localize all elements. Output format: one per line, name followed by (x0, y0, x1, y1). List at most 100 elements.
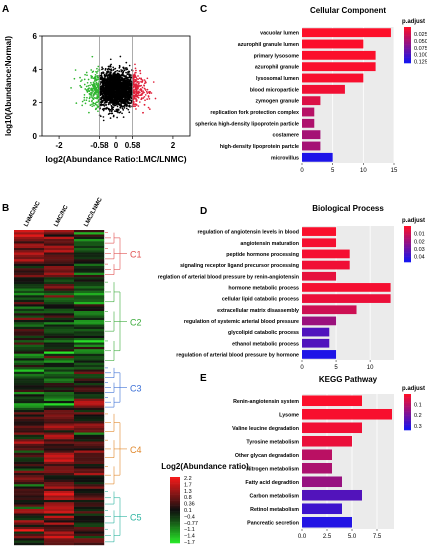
heatmap-cell (44, 491, 75, 494)
data-point (127, 76, 130, 79)
heatmap-cell (44, 288, 75, 291)
legend-swatch (404, 429, 411, 431)
panel-letter-e: E (200, 373, 207, 384)
data-point (90, 81, 92, 84)
heatmap-cell (44, 347, 75, 350)
heatmap-cell (14, 491, 45, 494)
data-point (74, 69, 77, 71)
legend-swatch (170, 484, 180, 487)
data-point (107, 113, 110, 115)
heatmap-cell (74, 380, 105, 384)
heatmap-cell (14, 288, 45, 291)
legend-swatch (170, 507, 180, 510)
legend-swatch (404, 253, 411, 255)
heatmap-cell (74, 423, 105, 426)
heatmap-cell (14, 477, 45, 480)
data-point (126, 79, 128, 82)
bar (302, 395, 362, 407)
data-point (127, 78, 130, 81)
data-point (126, 73, 129, 75)
data-point (123, 106, 126, 109)
heatmap-cell (44, 468, 75, 471)
biological-process-chart: Biological Process regulation of angioten… (158, 204, 425, 371)
heatmap-cell (14, 497, 45, 501)
data-point (129, 84, 132, 86)
legend-swatch (404, 35, 411, 37)
data-point (142, 97, 145, 99)
bar (302, 84, 345, 94)
legend-swatch (404, 241, 411, 243)
heatmap-cell (74, 439, 105, 442)
data-point (138, 77, 141, 80)
heatmap-cell (74, 243, 105, 246)
data-point (101, 93, 104, 96)
data-point (95, 81, 98, 84)
legend-swatch (170, 523, 180, 525)
data-point (115, 86, 118, 88)
category-label: zymogen granule (255, 99, 299, 105)
legend-swatch (170, 511, 180, 513)
data-point (130, 74, 132, 76)
data-point (94, 97, 97, 99)
legend-swatch (404, 417, 411, 419)
heatmap-cell (44, 277, 75, 280)
heatmap-cell (74, 293, 105, 296)
heatmap-cell (74, 497, 105, 501)
heatmap-cell (44, 320, 75, 323)
data-point (116, 105, 119, 108)
bar (302, 96, 321, 106)
legend-tick-label: 0.1 (184, 508, 192, 514)
heatmap-cell (14, 437, 45, 440)
data-point (95, 79, 98, 81)
data-point (102, 77, 104, 79)
heatmap-cell (14, 349, 45, 352)
data-point (112, 108, 114, 111)
x-tick-label: 0.0 (298, 534, 307, 540)
heatmap-cell (44, 450, 75, 453)
data-point (106, 88, 109, 91)
heatmap-cell (74, 365, 105, 368)
legend-swatch (404, 421, 411, 423)
legend-swatch (170, 514, 180, 516)
heatmap-cell (14, 540, 45, 543)
data-point (93, 97, 96, 99)
category-label: lysosomal lumen (256, 76, 299, 82)
legend-swatch (404, 229, 411, 231)
heatmap-cell (44, 531, 75, 534)
legend-swatch (404, 59, 411, 61)
legend-swatch (404, 27, 411, 30)
data-point (149, 90, 152, 93)
heatmap-cells (14, 230, 105, 546)
heatmap-cell (44, 405, 75, 408)
heatmap-cell (74, 299, 105, 303)
legend-swatch (404, 31, 411, 33)
legend-swatch (404, 405, 411, 407)
heatmap-cell (14, 522, 45, 525)
data-point (143, 87, 146, 90)
data-point (110, 71, 112, 74)
data-point (106, 76, 109, 78)
data-point (88, 111, 90, 114)
data-point (144, 94, 147, 96)
category-label: costamere (273, 133, 300, 139)
data-point (130, 100, 133, 103)
data-point (113, 72, 116, 75)
bar (302, 305, 357, 315)
heatmap-cell (44, 322, 75, 325)
data-point (97, 96, 99, 99)
data-point (126, 88, 129, 90)
data-point (123, 84, 126, 87)
legend-swatch (404, 252, 411, 254)
data-point (88, 89, 90, 92)
heatmap-cell (74, 254, 105, 258)
data-point (109, 73, 112, 76)
legend-swatch (404, 29, 411, 31)
data-point (103, 108, 105, 110)
data-point (143, 84, 146, 87)
data-point (105, 98, 107, 101)
heatmap-cell (44, 234, 75, 237)
heatmap-cell (44, 486, 75, 489)
heatmap-cell (44, 479, 75, 483)
heatmap-cell (74, 281, 105, 285)
data-point (126, 81, 128, 83)
